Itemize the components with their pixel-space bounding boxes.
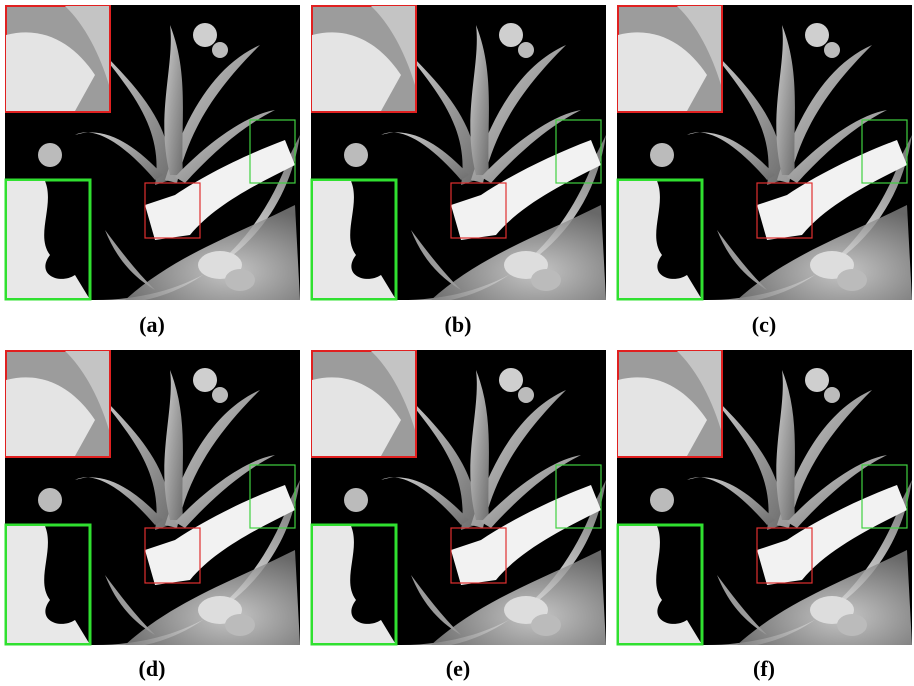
panel-b — [311, 5, 606, 300]
panel-label: (f) — [753, 656, 775, 681]
panel-label: (b) — [445, 312, 472, 337]
figure-canvas: (a) (b) (c) (d) (e) (f) — [0, 0, 914, 686]
panel-label: (d) — [139, 656, 166, 681]
panel-a — [5, 5, 300, 300]
figure: (a) (b) (c) (d) (e) (f) — [0, 0, 914, 686]
panel-c — [617, 5, 912, 300]
panel-e — [311, 350, 606, 645]
panel-f — [617, 350, 912, 645]
panel-label: (a) — [139, 312, 165, 337]
panel-label: (c) — [752, 312, 776, 337]
panel-label: (e) — [446, 656, 470, 681]
panel-d — [5, 350, 300, 645]
